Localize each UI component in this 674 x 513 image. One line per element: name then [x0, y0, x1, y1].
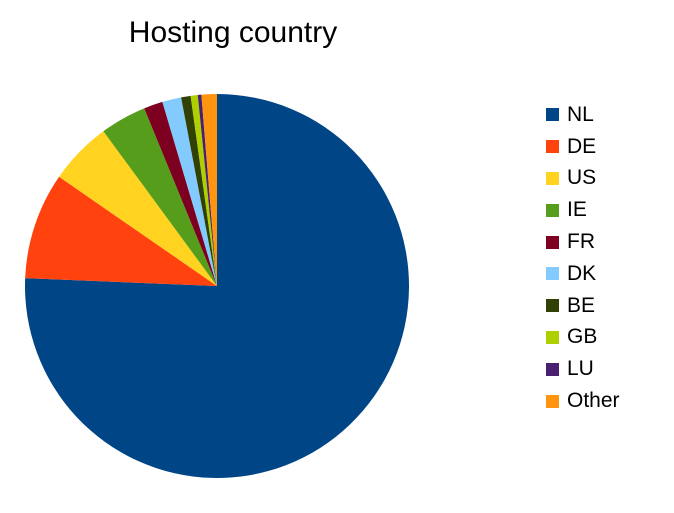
legend: NL DE US IE FR DK BE GB LU Other [546, 99, 620, 417]
chart-title: Hosting country [128, 16, 338, 49]
legend-swatch [546, 330, 559, 344]
legend-swatch [546, 362, 559, 376]
legend-label: IE [567, 198, 587, 222]
pie-slice-de [25, 176, 217, 286]
legend-swatch [546, 235, 559, 249]
legend-label: DE [567, 134, 597, 158]
legend-label: FR [567, 230, 595, 254]
legend-item-be: BE [546, 290, 620, 322]
legend-swatch [546, 203, 559, 217]
legend-item-fr: FR [546, 226, 620, 258]
legend-swatch [546, 299, 559, 313]
legend-label: Other [567, 389, 620, 413]
legend-item-dk: DK [546, 258, 620, 290]
legend-swatch [546, 171, 559, 185]
legend-label: DK [567, 261, 597, 285]
legend-swatch [546, 394, 559, 408]
legend-item-other: Other [546, 385, 620, 417]
legend-label: GB [567, 325, 598, 349]
pie-slice-lu [197, 94, 217, 286]
legend-item-lu: LU [546, 353, 620, 385]
pie-slice-dk [162, 97, 217, 286]
pie-slice-ie [103, 108, 217, 286]
legend-item-ie: IE [546, 194, 620, 226]
legend-label: US [567, 166, 597, 190]
legend-swatch [546, 140, 559, 154]
legend-item-us: US [546, 163, 620, 195]
pie-chart [25, 94, 410, 479]
legend-item-gb: GB [546, 322, 620, 354]
legend-label: BE [567, 293, 596, 317]
pie-slice-gb [190, 94, 217, 286]
legend-label: NL [567, 102, 594, 126]
legend-label: LU [567, 357, 594, 381]
pie-slice-other [201, 94, 217, 286]
legend-swatch [546, 108, 559, 122]
legend-swatch [546, 267, 559, 281]
legend-item-de: DE [546, 131, 620, 163]
legend-item-nl: NL [546, 99, 620, 131]
pie-slice-fr [144, 101, 217, 287]
pie-slice-be [181, 95, 217, 286]
pie-slice-nl [25, 94, 410, 479]
pie-slice-us [59, 131, 218, 286]
